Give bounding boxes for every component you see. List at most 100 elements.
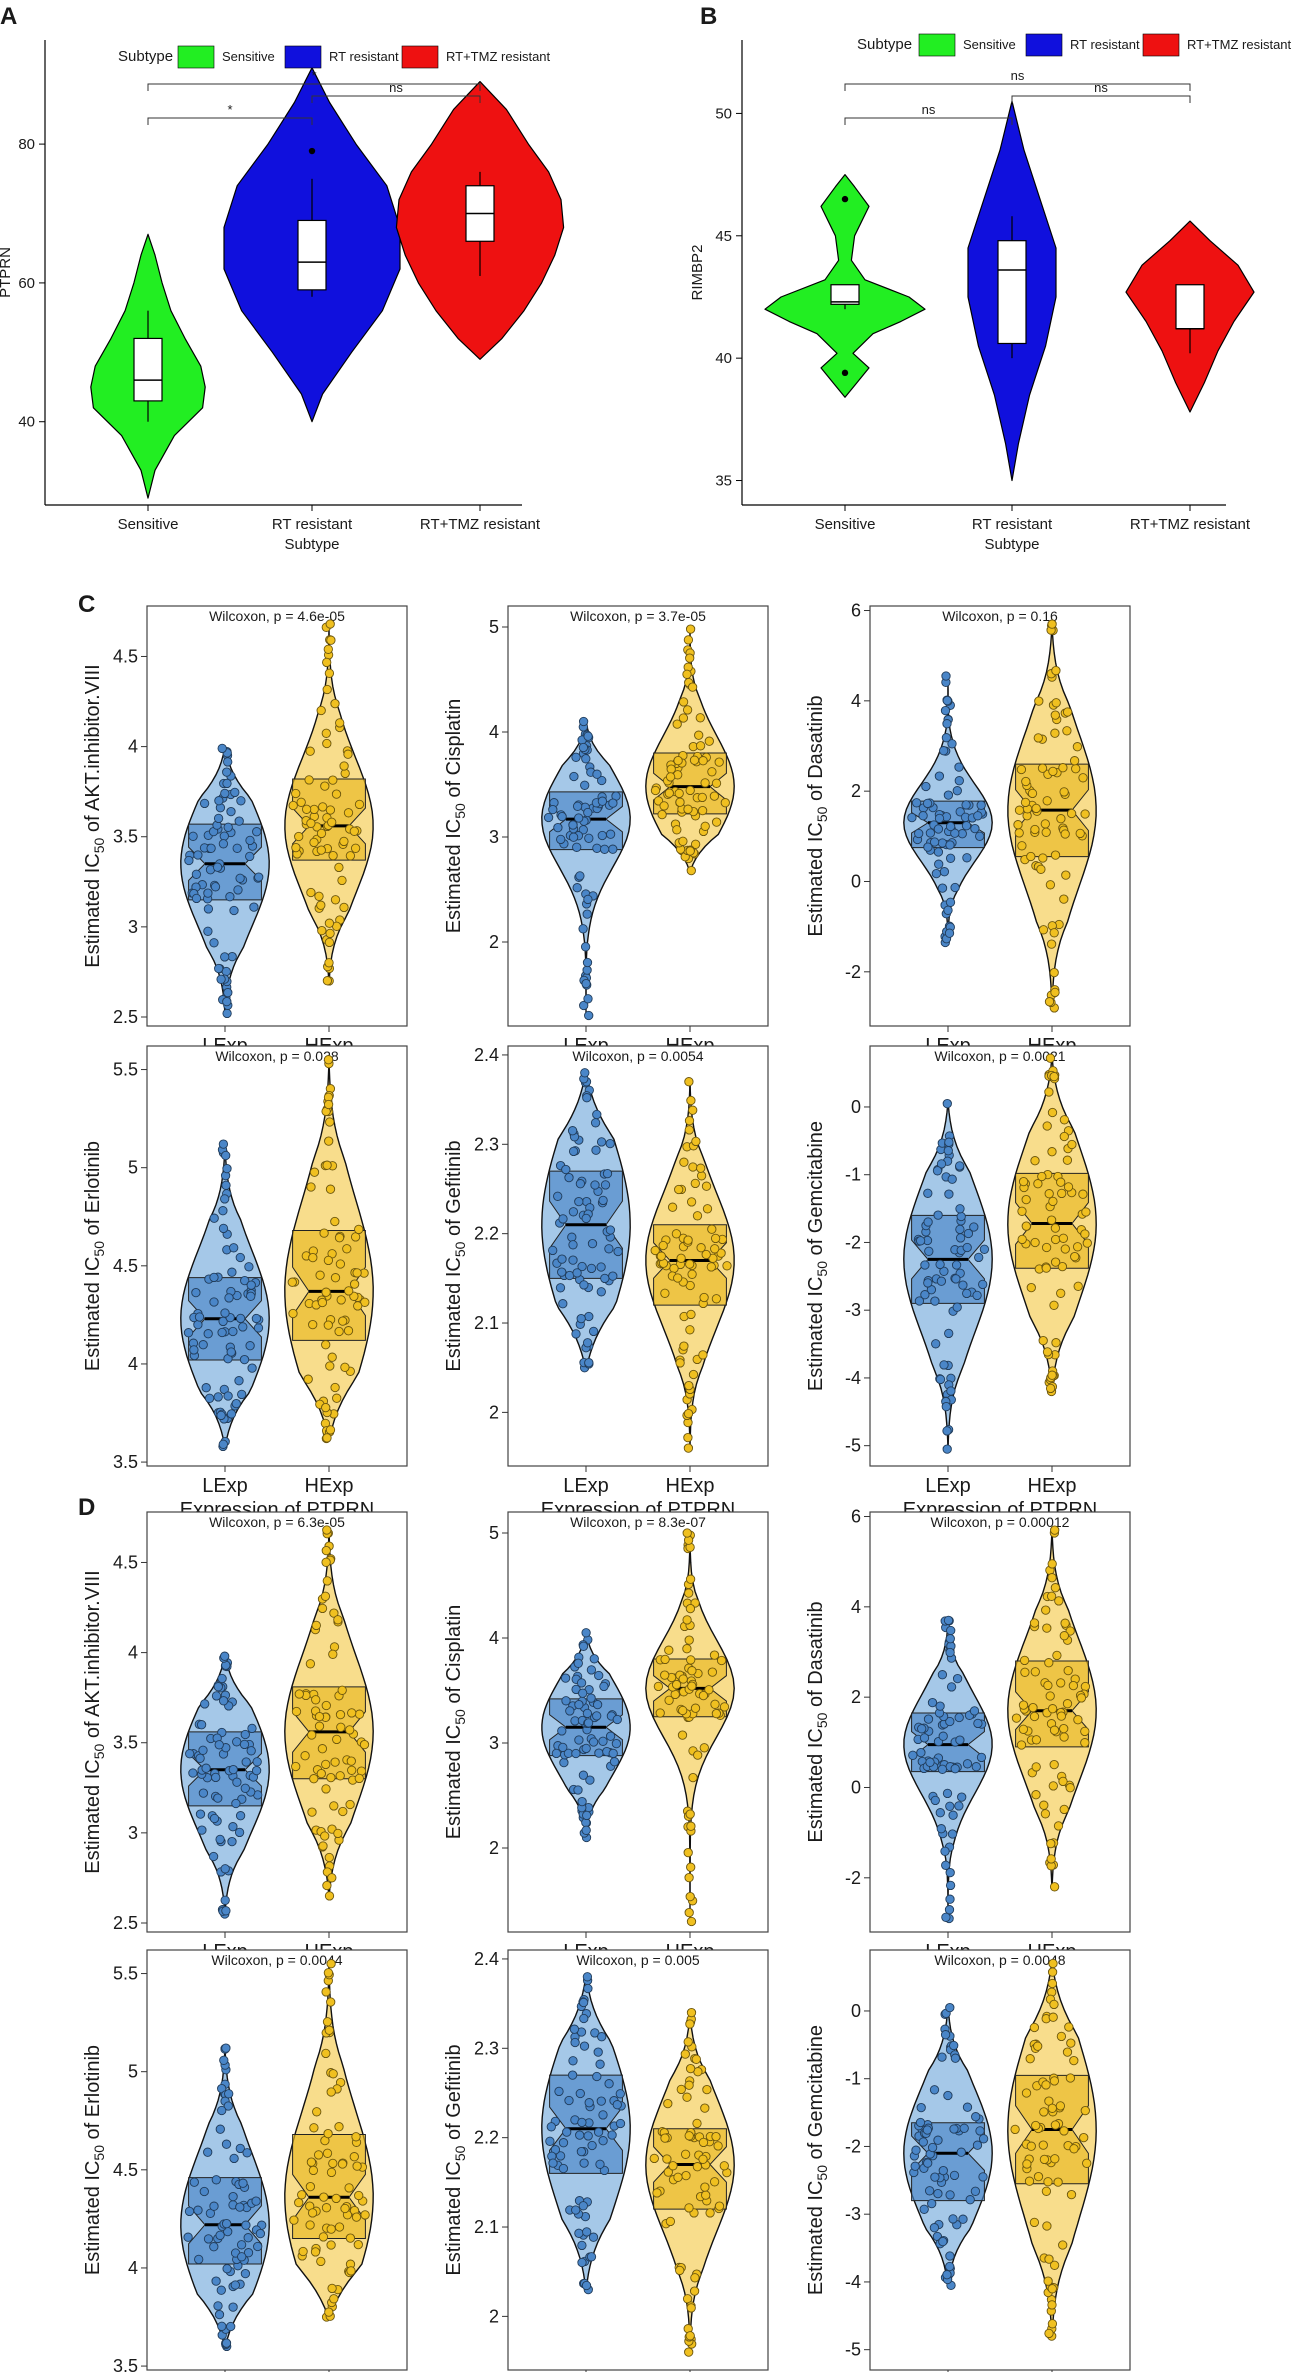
data-point [344,1286,354,1296]
data-point [1050,850,1061,860]
data-point [975,831,985,841]
legend-swatch [1025,33,1063,57]
data-point [710,1699,720,1709]
data-point [950,1764,960,1774]
data-point [581,754,591,764]
y-tick-label: 2 [489,1402,499,1422]
data-point [217,1327,227,1338]
data-point [222,1008,232,1019]
data-point [700,778,710,788]
data-point [919,1733,930,1743]
data-point [191,869,202,879]
data-point [660,2133,670,2143]
comparison-label: ns [1094,80,1108,95]
data-point [548,804,558,815]
data-point [685,2063,696,2074]
data-point [242,2148,252,2158]
data-point [949,2124,959,2134]
data-point [318,802,328,812]
y-tick-label: -2 [845,1232,861,1252]
data-point [1067,1139,1077,1150]
panel-label-A: A [0,3,17,30]
data-point [609,1757,620,1767]
y-tick-label: -5 [845,2340,861,2360]
data-point [678,697,689,707]
data-point [238,1322,248,1332]
data-point [939,1266,949,1276]
data-point [1060,829,1070,839]
data-point [575,1179,586,1189]
data-point [945,840,955,850]
data-point [935,1808,945,1818]
data-point [1047,1370,1057,1380]
data-point [328,2158,338,2169]
data-point [335,1259,346,1269]
data-point [219,831,229,841]
data-point [349,1279,360,1289]
data-point [298,2246,308,2257]
data-point [568,832,579,842]
y-axis-label-subscript: 50 [91,837,107,853]
data-point [701,2190,711,2200]
data-point [215,2124,225,2134]
data-point [613,1246,623,1257]
y-axis-label-text: Estimated IC [82,2161,104,2275]
data-point [316,845,326,855]
y-tick-label: 50 [715,105,732,122]
y-tick-label: 4.5 [113,646,138,666]
y-tick-label: 40 [18,414,35,431]
data-point [305,1659,316,1669]
data-point [940,2030,951,2040]
data-point [203,904,214,914]
data-point [322,738,332,749]
data-point [342,1244,352,1254]
data-point [324,2307,334,2317]
data-point [577,2240,587,2251]
data-point [593,2047,603,2057]
data-point [1037,1171,1047,1182]
data-point [349,2152,359,2162]
y-axis-label: Estimated IC50 of Erlotinib [82,2045,107,2275]
data-point [339,836,349,847]
data-point [194,2254,204,2265]
data-point [354,1773,364,1784]
y-axis-label-text: of Gemcitabine [805,2025,827,2165]
data-point [216,974,226,984]
data-point [1044,2328,1054,2339]
data-point [587,2140,597,2151]
data-point [697,792,707,803]
data-point [608,1748,618,1759]
data-point [215,2230,225,2240]
data-point [942,719,952,729]
y-tick-label: 45 [715,228,732,245]
data-point [608,798,618,808]
data-point [937,2052,947,2062]
outlier-point [841,369,849,377]
y-axis-label: Estimated IC50 of Dasatinib [805,695,830,936]
data-point [681,2170,691,2181]
data-point [933,2188,943,2199]
x-tick-label: RT+TMZ resistant [420,516,541,533]
data-point [224,2089,234,2099]
legend-title: Subtype [857,36,912,53]
data-point [1042,1623,1052,1633]
data-point [1071,764,1081,774]
data-point [675,2265,685,2276]
y-tick-label: 2.1 [474,1313,499,1333]
data-point [1047,2319,1058,2329]
data-point [706,1262,716,1272]
data-point [318,2232,329,2242]
data-point [685,624,696,634]
y-axis-label: Estimated IC50 of Cisplatin [443,699,468,934]
data-point [297,2190,307,2200]
data-point [683,1847,693,1858]
data-point [307,2208,318,2218]
data-point [1055,2101,1066,2111]
legend: Subtype Sensitive RT resistant RT+TMZ resis… [857,33,1292,57]
data-point [1021,1221,1031,1231]
data-point [945,2002,955,2013]
data-point [322,684,332,695]
data-point [650,785,661,796]
y-axis-label-text: of Gefitinib [443,1140,465,1241]
data-point [300,1751,310,1761]
